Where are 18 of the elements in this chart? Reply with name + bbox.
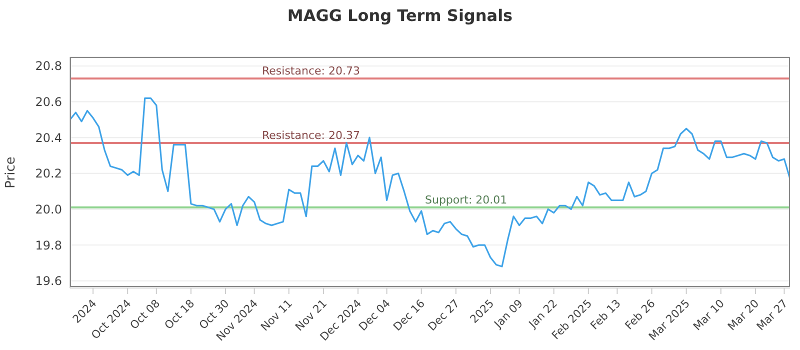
x-tick-label: Mar 10 [690, 296, 727, 334]
ref-line-label: Support: 20.01 [425, 193, 508, 206]
ref-line-label: Resistance: 20.37 [262, 128, 360, 142]
chart-title: MAGG Long Term Signals [286, 6, 514, 25]
y-tick-label: 20.2 [35, 166, 62, 181]
x-tick-label: Oct 18 [162, 296, 198, 332]
y-tick-label: 20.8 [35, 59, 62, 74]
y-tick-label: 20.0 [35, 202, 62, 216]
x-tick-label: Dec 27 [425, 296, 462, 334]
y-tick-label: 19.6 [35, 274, 62, 288]
line-series [70, 97, 790, 268]
y-tick-label: 19.8 [35, 238, 62, 252]
y-tick-label: 20.6 [35, 95, 62, 110]
x-tick-label: Nov 11 [258, 296, 295, 334]
x-tick-label: Dec 16 [390, 296, 428, 334]
y-axis-title: Price [4, 156, 19, 188]
ref-line-label: Resistance: 20.73 [262, 64, 360, 78]
y-tick-label: 20.4 [35, 130, 62, 145]
